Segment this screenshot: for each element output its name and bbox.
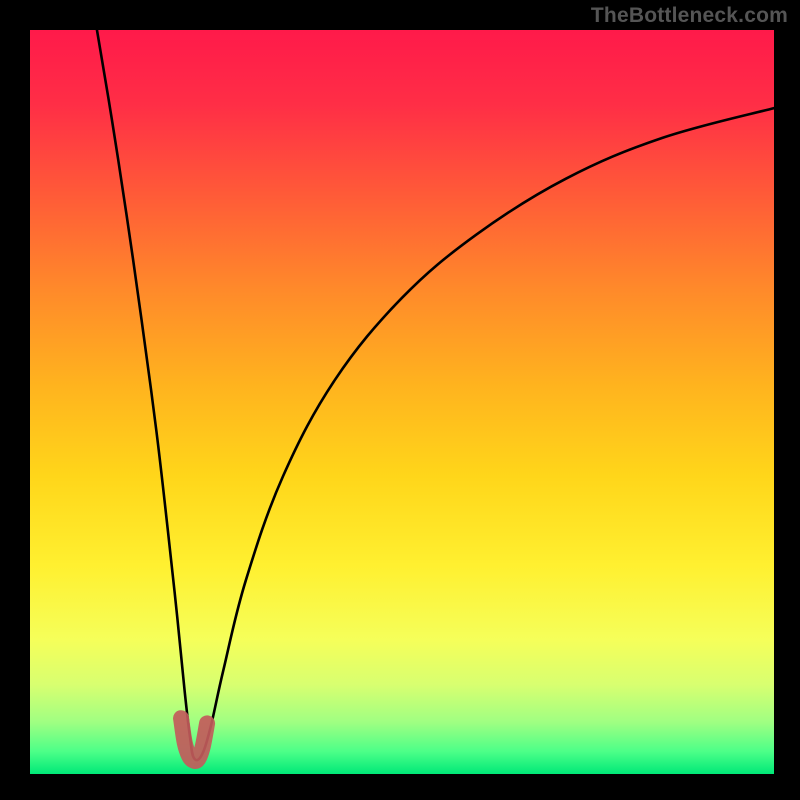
chart-outer-frame: TheBottleneck.com	[0, 0, 800, 800]
plot-area	[30, 30, 774, 774]
watermark-text: TheBottleneck.com	[591, 4, 788, 28]
chart-svg	[30, 30, 774, 774]
gradient-background	[30, 30, 774, 774]
